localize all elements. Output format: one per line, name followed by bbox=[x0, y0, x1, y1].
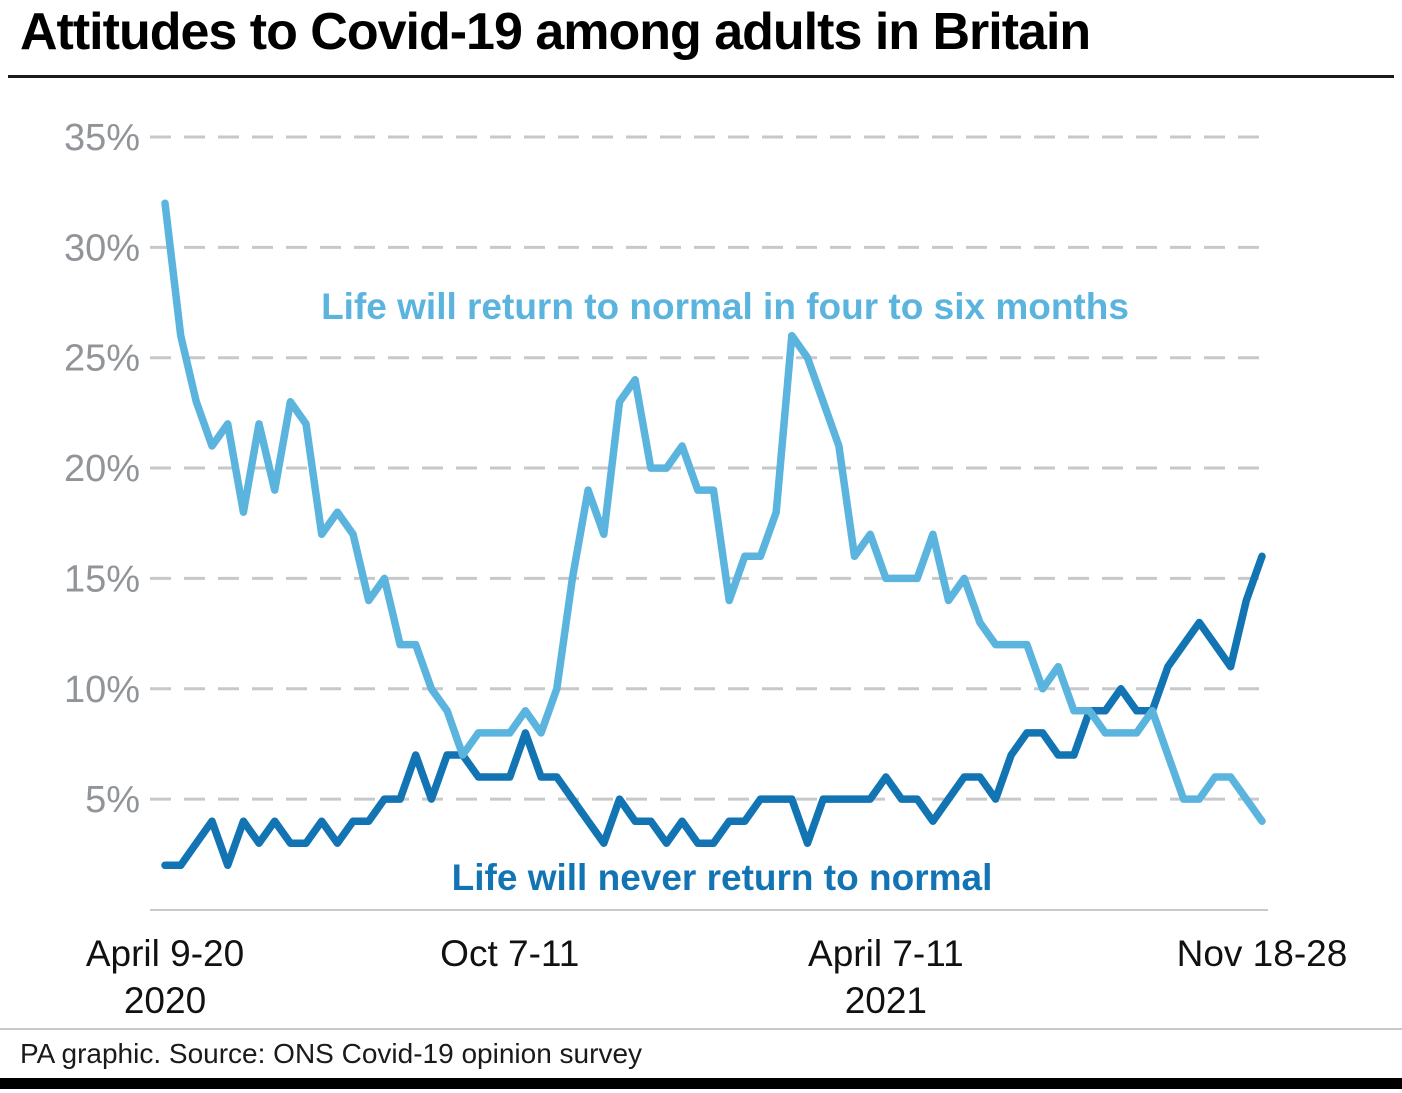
series-label-never-return: Life will never return to normal bbox=[451, 857, 993, 898]
y-tick-label: 5% bbox=[85, 779, 140, 821]
y-tick-label: 30% bbox=[64, 227, 140, 269]
y-tick-label: 15% bbox=[64, 558, 140, 600]
y-tick-label: 20% bbox=[64, 448, 140, 490]
x-tick-label: April 7-11 bbox=[808, 933, 964, 974]
series-line-never-return bbox=[161, 552, 1266, 870]
x-tick-sublabel: 2020 bbox=[124, 980, 206, 1021]
x-tick-label: April 9-20 bbox=[86, 933, 244, 974]
x-tick-label: Oct 7-11 bbox=[440, 933, 579, 974]
series-line-return-to-normal bbox=[161, 199, 1266, 825]
y-tick-label: 25% bbox=[64, 338, 140, 380]
x-tick-sublabel: 2021 bbox=[845, 980, 927, 1021]
page-title: Attitudes to Covid-19 among adults in Br… bbox=[20, 3, 1091, 61]
y-tick-label: 35% bbox=[64, 117, 140, 159]
x-tick-label: Nov 18-28 bbox=[1177, 933, 1348, 974]
title-underline-rule bbox=[8, 75, 1394, 78]
footer-divider-rule bbox=[0, 1028, 1402, 1030]
bottom-black-bar bbox=[0, 1078, 1402, 1089]
source-attribution: PA graphic. Source: ONS Covid-19 opinion… bbox=[20, 1038, 643, 1069]
series-label-return-to-normal: Life will return to normal in four to si… bbox=[321, 286, 1129, 327]
y-tick-label: 10% bbox=[64, 669, 140, 711]
